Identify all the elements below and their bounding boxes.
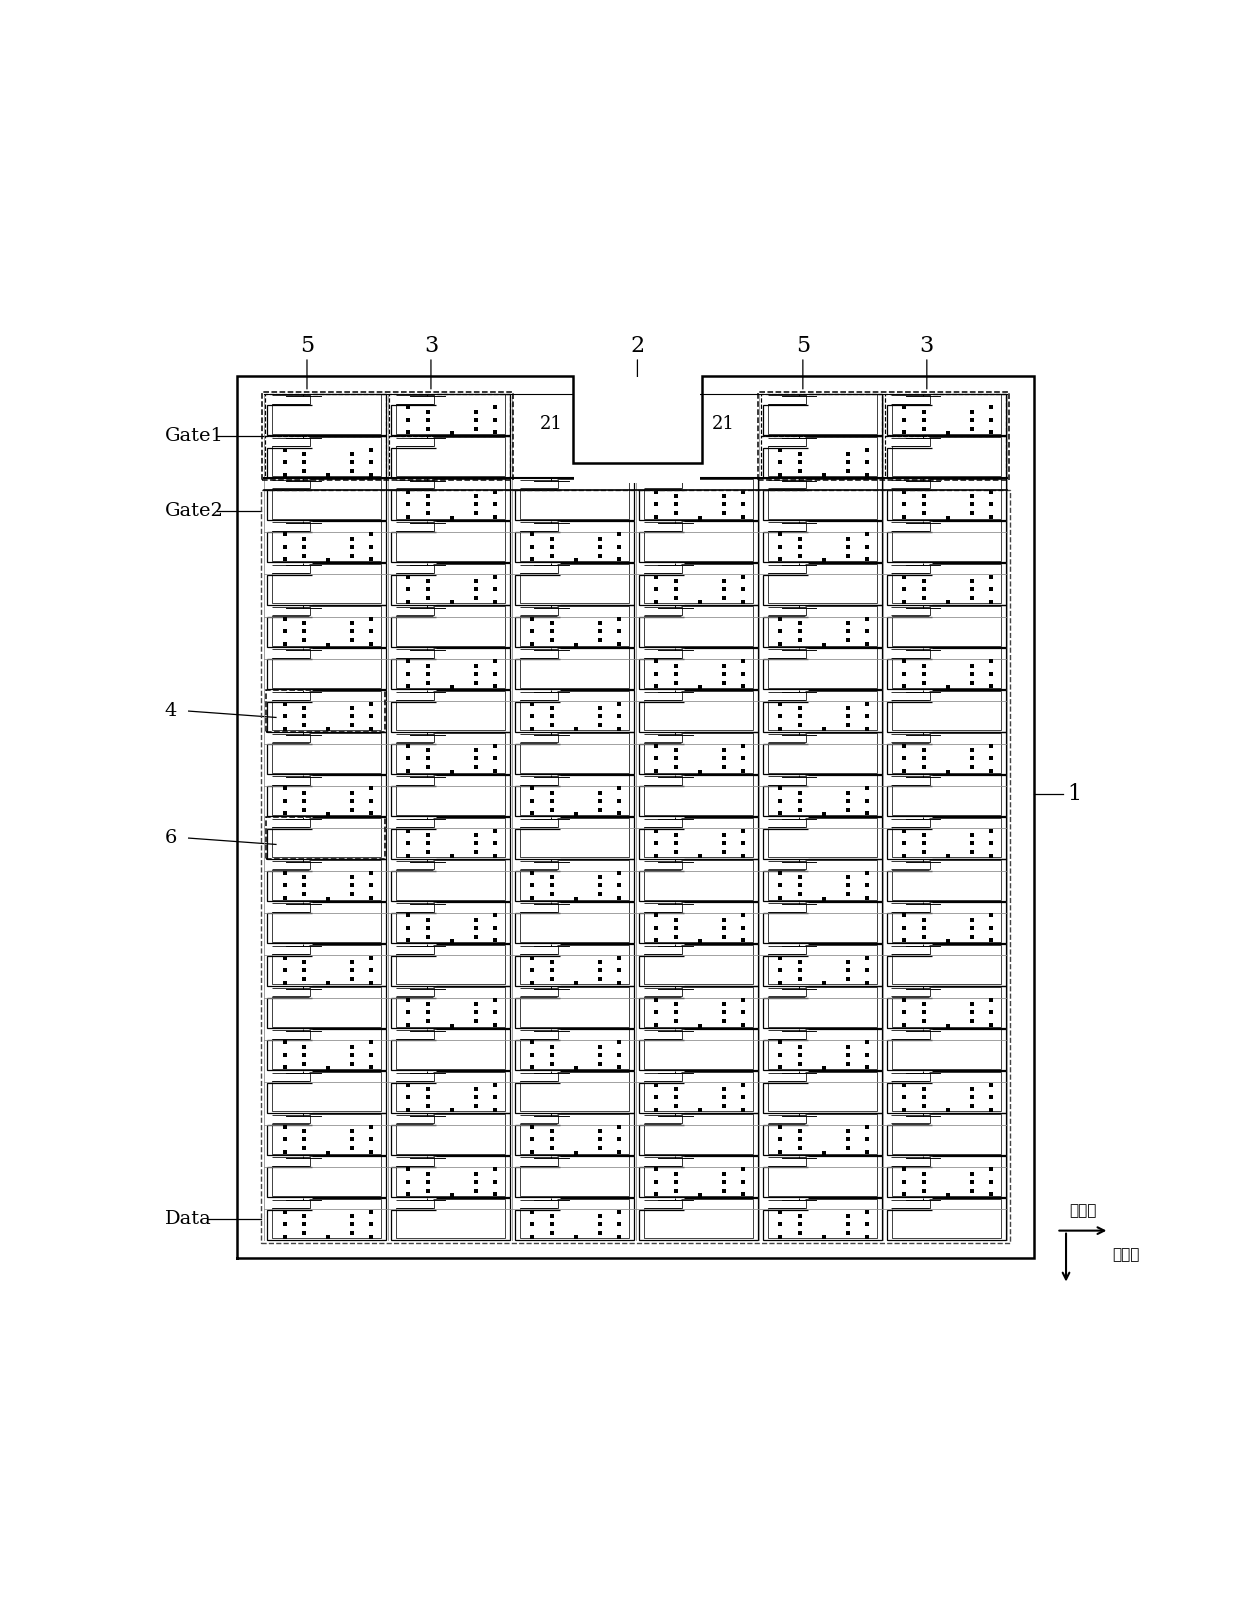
- Text: 列方向: 列方向: [1112, 1247, 1140, 1263]
- Text: 5: 5: [300, 335, 314, 358]
- Text: Data: Data: [165, 1210, 211, 1228]
- Bar: [389, 393, 510, 435]
- Bar: [761, 437, 882, 478]
- Bar: [574, 388, 701, 483]
- Bar: [260, 490, 1011, 1244]
- Bar: [265, 393, 386, 435]
- Text: 4: 4: [165, 702, 177, 720]
- Bar: [267, 817, 386, 859]
- Bar: [265, 437, 386, 478]
- Text: 2: 2: [630, 335, 645, 358]
- Text: 21: 21: [541, 416, 563, 433]
- Bar: [758, 391, 1009, 480]
- Bar: [389, 437, 510, 478]
- Bar: [885, 437, 1006, 478]
- Text: 5: 5: [796, 335, 810, 358]
- Text: 21: 21: [712, 416, 735, 433]
- Bar: [262, 391, 513, 480]
- Bar: [885, 393, 1006, 435]
- Text: Gate1: Gate1: [165, 427, 223, 445]
- Text: 1: 1: [1068, 783, 1081, 806]
- Text: 行方向: 行方向: [1070, 1203, 1097, 1218]
- Text: 6: 6: [165, 830, 177, 847]
- Text: 3: 3: [920, 335, 934, 358]
- Bar: [761, 393, 882, 435]
- Text: Gate2: Gate2: [165, 503, 223, 520]
- Bar: [267, 691, 386, 731]
- Bar: [574, 377, 701, 461]
- Text: 3: 3: [424, 335, 438, 358]
